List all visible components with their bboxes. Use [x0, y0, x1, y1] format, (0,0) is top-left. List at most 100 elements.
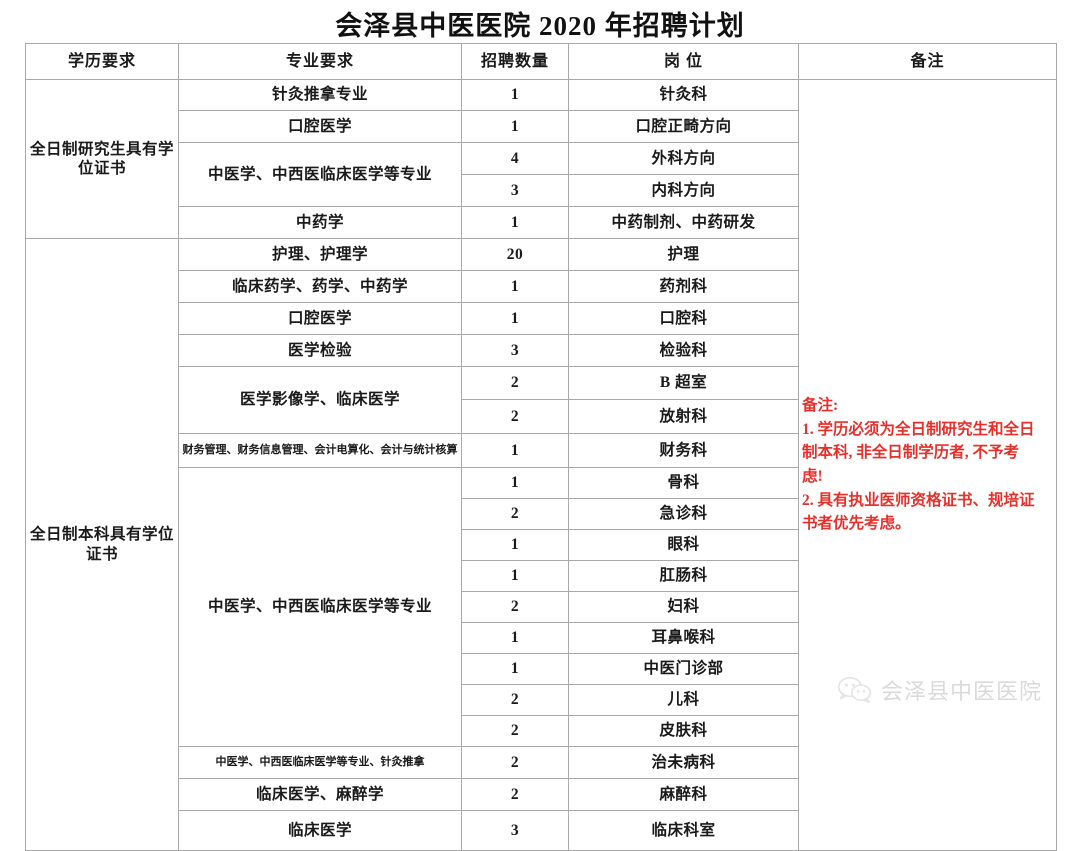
post-cell: 中药制剂、中药研发: [568, 206, 799, 239]
table-row: 全日制研究生具有学位证书 针灸推拿专业 1 针灸科 备注: 1. 学历必须为全日…: [25, 79, 1057, 851]
count-cell: 1: [461, 653, 569, 685]
note-line: 书者优先考虑。: [802, 515, 911, 533]
post-cell: 临床科室: [568, 810, 799, 851]
post-cell: 骨科: [568, 467, 799, 499]
post-cell: 皮肤科: [568, 715, 799, 747]
column-header-count: 招聘数量: [461, 43, 569, 80]
table-row: 2 急诊科: [26, 498, 1057, 530]
major-cell: 中医学、中西医临床医学等专业: [178, 467, 462, 747]
count-cell: 20: [461, 238, 569, 271]
table-header: 学历要求 专业要求 招聘数量 岗 位 备注: [25, 43, 1057, 80]
post-cell: 中医门诊部: [568, 653, 799, 685]
major-cell: 针灸推拿专业: [178, 79, 462, 111]
table-row: 2 放射科: [26, 399, 1057, 434]
count-cell: 2: [461, 684, 569, 716]
count-cell: 2: [461, 746, 569, 779]
post-cell: 麻醉科: [568, 778, 799, 811]
count-cell: 1: [461, 433, 569, 468]
table-row: 口腔医学 1 口腔正畸方向: [26, 110, 1057, 143]
major-cell: 口腔医学: [178, 302, 462, 335]
post-cell: 针灸科: [568, 79, 799, 111]
major-cell: 医学检验: [178, 334, 462, 367]
post-cell: 耳鼻喉科: [568, 622, 799, 654]
table-row: 2 儿科: [26, 684, 1057, 716]
post-cell: 急诊科: [568, 498, 799, 530]
count-cell: 1: [461, 302, 569, 335]
post-cell: 治未病科: [568, 746, 799, 779]
count-cell: 1: [461, 560, 569, 592]
note-line: 虑!: [802, 468, 823, 485]
table-row: 2 妇科: [26, 591, 1057, 623]
major-cell: 中医学、中西医临床医学等专业: [178, 142, 462, 207]
post-cell: 口腔科: [568, 302, 799, 335]
post-cell: 内科方向: [568, 174, 799, 207]
table-row: 中医学、中西医临床医学等专业 4 外科方向: [26, 142, 1057, 207]
major-cell: 财务管理、财务信息管理、会计电算化、会计与统计核算: [178, 433, 462, 468]
page-title: 会泽县中医医院 2020 年招聘计划: [335, 11, 745, 41]
table-row: 1 眼科: [26, 529, 1057, 561]
count-cell: 2: [461, 715, 569, 747]
count-cell: 2: [461, 778, 569, 811]
count-cell: 1: [461, 467, 569, 499]
major-cell: 护理、护理学: [178, 238, 462, 271]
column-header-major: 专业要求: [178, 43, 462, 80]
major-cell: 中医学、中西医临床医学等专业、针灸推拿: [178, 746, 462, 779]
post-cell: 外科方向: [568, 142, 799, 175]
count-cell: 2: [461, 366, 569, 400]
count-cell: 1: [461, 622, 569, 654]
table-row: 1 耳鼻喉科: [26, 622, 1057, 654]
degree-cell-group-0: 全日制研究生具有学位证书: [25, 79, 179, 239]
post-cell: 妇科: [568, 591, 799, 623]
count-cell: 1: [461, 529, 569, 561]
post-cell: 放射科: [568, 399, 799, 434]
table-row: 临床药学、药学、中药学 1 药剂科: [26, 270, 1057, 303]
count-cell: 1: [461, 79, 569, 111]
table-row: 医学影像学、临床医学 2 B 超室: [26, 366, 1057, 434]
count-cell: 2: [461, 399, 569, 434]
column-header-post: 岗 位: [568, 43, 799, 80]
recruitment-table-container: 学历要求 专业要求 招聘数量 岗 位 备注 全日制研究生具有学位证书 针灸推拿专…: [25, 43, 1057, 851]
post-cell: 肛肠科: [568, 560, 799, 592]
post-cell: 财务科: [568, 433, 799, 468]
table-row: 中药学 1 中药制剂、中药研发: [26, 206, 1057, 239]
note-line: 制本科, 非全日制学历者, 不予考: [802, 444, 1020, 462]
count-cell: 3: [461, 174, 569, 207]
count-cell: 1: [461, 270, 569, 303]
column-header-notes: 备注: [798, 43, 1057, 80]
post-cell: B 超室: [568, 366, 799, 400]
notes-cell: 备注: 1. 学历必须为全日制研究生和全日 制本科, 非全日制学历者, 不予考 …: [798, 79, 1057, 851]
column-header-degree: 学历要求: [25, 43, 179, 80]
count-cell: 1: [461, 206, 569, 239]
count-cell: 3: [461, 810, 569, 851]
post-cell: 儿科: [568, 684, 799, 716]
count-cell: 3: [461, 334, 569, 367]
table-row: 1 肛肠科: [26, 560, 1057, 592]
post-cell: 眼科: [568, 529, 799, 561]
major-cell: 临床医学: [178, 810, 462, 851]
table-body: 全日制研究生具有学位证书 针灸推拿专业 1 针灸科 备注: 1. 学历必须为全日…: [25, 79, 1057, 851]
major-cell: 医学影像学、临床医学: [178, 366, 462, 434]
post-cell: 口腔正畸方向: [568, 110, 799, 143]
note-line: 2. 具有执业医师资格证书、规培证: [802, 491, 1035, 509]
table-row: 3 内科方向: [26, 174, 1057, 207]
table-row: 1 中医门诊部: [26, 653, 1057, 685]
major-cell: 临床药学、药学、中药学: [178, 270, 462, 303]
count-cell: 2: [461, 591, 569, 623]
count-cell: 2: [461, 498, 569, 530]
post-cell: 药剂科: [568, 270, 799, 303]
count-cell: 1: [461, 110, 569, 143]
page-root: 会泽县中医医院 2020 年招聘计划 学历要求 专业要求 招聘数量 岗 位 备注…: [25, 11, 1057, 851]
post-cell: 检验科: [568, 334, 799, 367]
notes-text: 备注: 1. 学历必须为全日制研究生和全日 制本科, 非全日制学历者, 不予考 …: [802, 394, 1053, 535]
note-line: 备注:: [802, 397, 839, 415]
major-cell: 中药学: [178, 206, 462, 239]
table-header-row: 学历要求 专业要求 招聘数量 岗 位 备注: [25, 43, 1057, 80]
major-cell: 口腔医学: [178, 110, 462, 143]
recruitment-plan-table: 学历要求 专业要求 招聘数量 岗 位 备注 全日制研究生具有学位证书 针灸推拿专…: [25, 43, 1057, 851]
post-cell: 护理: [568, 238, 799, 271]
count-cell: 4: [461, 142, 569, 175]
major-cell: 临床医学、麻醉学: [178, 778, 462, 811]
table-row: 财务管理、财务信息管理、会计电算化、会计与统计核算 1 财务科: [26, 433, 1057, 468]
note-line: 1. 学历必须为全日制研究生和全日: [802, 420, 1035, 438]
degree-cell-group-1: 全日制本科具有学位证书: [25, 238, 179, 851]
